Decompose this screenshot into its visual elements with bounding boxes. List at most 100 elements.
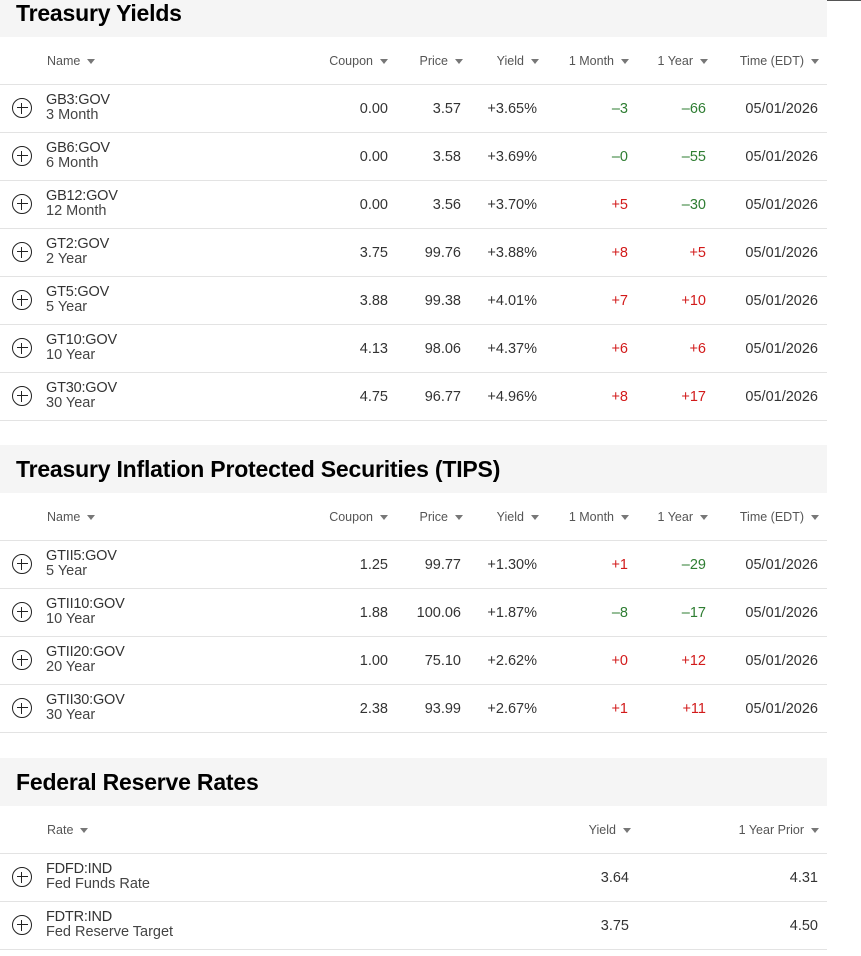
column-label: Yield bbox=[496, 510, 524, 524]
time-value: 05/01/2026 bbox=[745, 340, 818, 357]
column-label: 1 Month bbox=[568, 54, 614, 68]
plus-circle-icon[interactable] bbox=[12, 915, 32, 935]
column-label: Time (EDT) bbox=[739, 54, 804, 68]
security-symbol: GB12:GOV bbox=[46, 188, 118, 204]
table-row[interactable]: GTII30:GOV 30 Year 2.38 93.99 +2.67% +1 +11 05/… bbox=[0, 685, 827, 733]
caret-down-icon bbox=[811, 514, 819, 520]
sort-price-button[interactable]: Price bbox=[395, 37, 463, 85]
sort-1-year-button[interactable]: 1 Year bbox=[635, 37, 708, 85]
price-value: 75.10 bbox=[424, 652, 461, 669]
column-label: 1 Year bbox=[657, 510, 693, 524]
security-description: 5 Year bbox=[46, 563, 88, 579]
price-value: 3.58 bbox=[432, 148, 461, 165]
security-name[interactable]: GT10:GOV 10 Year bbox=[46, 333, 117, 363]
sort-name-button[interactable]: Name bbox=[47, 493, 96, 541]
security-name[interactable]: GB12:GOV 12 Month bbox=[46, 189, 118, 219]
sort-price-button[interactable]: Price bbox=[395, 493, 463, 541]
plus-circle-icon[interactable] bbox=[12, 650, 32, 670]
1-year-prior-value: 4.50 bbox=[789, 917, 818, 934]
yield-value: 3.75 bbox=[600, 917, 629, 934]
rate-name[interactable]: FDFD:IND Fed Funds Rate bbox=[46, 862, 150, 892]
sort-rate-button[interactable]: Rate bbox=[47, 806, 89, 854]
rate-name[interactable]: FDTR:IND Fed Reserve Target bbox=[46, 910, 173, 940]
caret-down-icon bbox=[531, 514, 539, 520]
yield-value: +2.62% bbox=[487, 652, 537, 669]
table-row[interactable]: GB6:GOV 6 Month 0.00 3.58 +3.69% –0 –55 05/01/2… bbox=[0, 133, 827, 181]
price-value: 99.77 bbox=[424, 556, 461, 573]
plus-circle-icon[interactable] bbox=[12, 386, 32, 406]
security-symbol: GT30:GOV bbox=[46, 380, 117, 396]
plus-circle-icon[interactable] bbox=[12, 338, 32, 358]
caret-down-icon bbox=[700, 58, 708, 64]
plus-circle-icon[interactable] bbox=[12, 290, 32, 310]
sort-yield-button[interactable]: Yield bbox=[468, 37, 539, 85]
plus-circle-icon[interactable] bbox=[12, 867, 32, 887]
sort-coupon-button[interactable]: Coupon bbox=[300, 37, 388, 85]
caret-down-icon bbox=[621, 514, 629, 520]
table-row[interactable]: GT5:GOV 5 Year 3.88 99.38 +4.01% +7 +10 05/01/2… bbox=[0, 277, 827, 325]
plus-circle-icon[interactable] bbox=[12, 146, 32, 166]
column-label: Time (EDT) bbox=[739, 510, 804, 524]
coupon-value: 1.00 bbox=[359, 652, 388, 669]
security-name[interactable]: GTII20:GOV 20 Year bbox=[46, 645, 125, 675]
plus-circle-icon[interactable] bbox=[12, 242, 32, 262]
section-header: Federal Reserve Rates bbox=[0, 758, 827, 806]
security-name[interactable]: GTII5:GOV 5 Year bbox=[46, 549, 117, 579]
table-row[interactable]: GB12:GOV 12 Month 0.00 3.56 +3.70% +5 –30 05/01… bbox=[0, 181, 827, 229]
security-description: 30 Year bbox=[46, 707, 96, 723]
plus-circle-icon[interactable] bbox=[12, 602, 32, 622]
coupon-value: 0.00 bbox=[359, 148, 388, 165]
column-label: Yield bbox=[588, 823, 616, 837]
price-value: 99.38 bbox=[424, 292, 461, 309]
table-row[interactable]: GT10:GOV 10 Year 4.13 98.06 +4.37% +6 +6 05/01/… bbox=[0, 325, 827, 373]
security-name[interactable]: GTII10:GOV 10 Year bbox=[46, 597, 125, 627]
yield-value: 3.64 bbox=[600, 869, 629, 886]
security-name[interactable]: GB3:GOV 3 Month bbox=[46, 93, 110, 123]
coupon-value: 0.00 bbox=[359, 100, 388, 117]
column-label: Yield bbox=[496, 54, 524, 68]
sort-yield-button[interactable]: Yield bbox=[500, 806, 631, 854]
sort-time-button[interactable]: Time (EDT) bbox=[712, 37, 819, 85]
plus-circle-icon[interactable] bbox=[12, 194, 32, 214]
table-row[interactable]: FDFD:IND Fed Funds Rate 3.64 4.31 bbox=[0, 854, 827, 902]
security-name[interactable]: GT5:GOV 5 Year bbox=[46, 285, 109, 315]
plus-circle-icon[interactable] bbox=[12, 98, 32, 118]
table-row[interactable]: GT2:GOV 2 Year 3.75 99.76 +3.88% +8 +5 05/01/20… bbox=[0, 229, 827, 277]
table-row[interactable]: GT30:GOV 30 Year 4.75 96.77 +4.96% +8 +17 05/01… bbox=[0, 373, 827, 421]
price-value: 3.57 bbox=[432, 100, 461, 117]
rate-description: Fed Funds Rate bbox=[46, 876, 150, 892]
column-label: Price bbox=[419, 510, 448, 524]
price-value: 98.06 bbox=[424, 340, 461, 357]
security-name[interactable]: GT30:GOV 30 Year bbox=[46, 381, 117, 411]
table-row[interactable]: GTII10:GOV 10 Year 1.88 100.06 +1.87% –8 –17 05… bbox=[0, 589, 827, 637]
caret-down-icon bbox=[621, 58, 629, 64]
column-label: Coupon bbox=[329, 510, 373, 524]
security-name[interactable]: GTII30:GOV 30 Year bbox=[46, 693, 125, 723]
1-year-change: –17 bbox=[681, 604, 706, 621]
time-value: 05/01/2026 bbox=[745, 652, 818, 669]
sort-1-year-prior-button[interactable]: 1 Year Prior bbox=[650, 806, 819, 854]
1-year-change: –66 bbox=[681, 100, 706, 117]
1-month-change: –8 bbox=[611, 604, 628, 621]
table-row[interactable]: GB3:GOV 3 Month 0.00 3.57 +3.65% –3 –66 05/01/2… bbox=[0, 85, 827, 133]
yield-value: +3.70% bbox=[487, 196, 537, 213]
table-row[interactable]: GTII20:GOV 20 Year 1.00 75.10 +2.62% +0 +12 05/… bbox=[0, 637, 827, 685]
plus-circle-icon[interactable] bbox=[12, 698, 32, 718]
sort-coupon-button[interactable]: Coupon bbox=[300, 493, 388, 541]
sort-time-button[interactable]: Time (EDT) bbox=[712, 493, 819, 541]
plus-circle-icon[interactable] bbox=[12, 554, 32, 574]
security-name[interactable]: GB6:GOV 6 Month bbox=[46, 141, 110, 171]
sort-name-button[interactable]: Name bbox=[47, 37, 96, 85]
sort-yield-button[interactable]: Yield bbox=[468, 493, 539, 541]
caret-down-icon bbox=[623, 827, 631, 833]
table-row[interactable]: FDTR:IND Fed Reserve Target 3.75 4.50 bbox=[0, 902, 827, 950]
rate-description: Fed Reserve Target bbox=[46, 924, 174, 940]
sort-1-month-button[interactable]: 1 Month bbox=[545, 37, 629, 85]
caret-down-icon bbox=[455, 58, 463, 64]
sort-1-month-button[interactable]: 1 Month bbox=[545, 493, 629, 541]
rate-symbol: FDTR:IND bbox=[46, 909, 113, 925]
sort-1-year-button[interactable]: 1 Year bbox=[635, 493, 708, 541]
caret-down-icon bbox=[87, 514, 96, 520]
table-row[interactable]: GTII5:GOV 5 Year 1.25 99.77 +1.30% +1 –29 05/01… bbox=[0, 541, 827, 589]
security-name[interactable]: GT2:GOV 2 Year bbox=[46, 237, 109, 267]
